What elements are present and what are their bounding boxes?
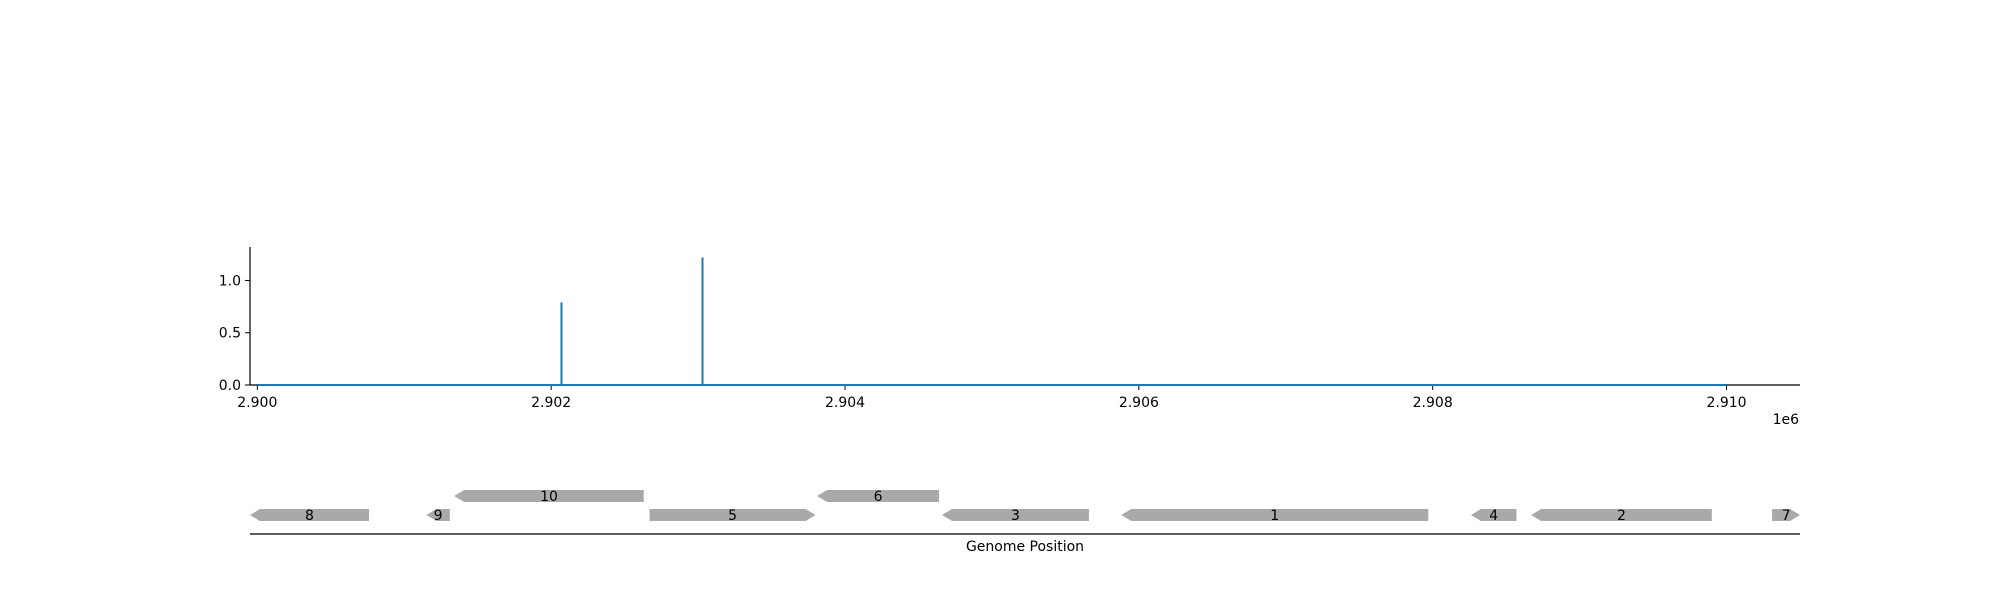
gene-feature-arrow — [1531, 509, 1712, 521]
gene-feature-label: 6 — [874, 489, 883, 505]
coverage-x-ticks: 2.900 2.902 2.904 2.906 2.908 2.910 — [237, 385, 1747, 411]
coverage-y-ticks: 0.0 0.5 1.0 — [219, 273, 250, 394]
gene-feature-arrow — [454, 490, 644, 502]
gene-feature-label: 1 — [1270, 508, 1279, 524]
y-tick-label: 0.5 — [219, 326, 241, 342]
x-tick-label: 2.906 — [1119, 395, 1159, 411]
x-tick-label: 2.904 — [825, 395, 865, 411]
gene-feature-label: 2 — [1617, 508, 1626, 524]
gene-track: 8 9 10 5 6 3 1 4 2 7 Genome Position — [250, 489, 1800, 555]
gene-feature-arrow — [1121, 509, 1429, 521]
gene-feature-arrow — [941, 509, 1089, 521]
x-offset-label: 1e6 — [1773, 412, 1800, 428]
gene-feature-label: 3 — [1011, 508, 1020, 524]
x-tick-label: 2.908 — [1413, 395, 1453, 411]
gene-feature-label: 7 — [1782, 508, 1791, 524]
gene-feature-arrow — [1470, 509, 1517, 521]
coverage-plot: 2.900 2.902 2.904 2.906 2.908 2.910 0.0 0.5 1.0… — [219, 247, 1800, 428]
gene-feature-arrow — [426, 509, 450, 521]
gene-feature-label: 8 — [305, 508, 314, 524]
coverage-series — [257, 257, 1727, 386]
gene-track-xlabel: Genome Position — [966, 539, 1084, 555]
x-tick-label: 2.900 — [237, 395, 277, 411]
gene-feature-arrow — [649, 509, 816, 521]
y-tick-label: 0.0 — [219, 378, 241, 394]
gene-feature-arrow — [817, 490, 940, 502]
gene-feature-label: 5 — [728, 508, 737, 524]
y-tick-label: 1.0 — [219, 273, 241, 289]
gene-feature-arrow — [250, 509, 370, 521]
x-tick-label: 2.910 — [1706, 395, 1746, 411]
gene-feature-arrow — [1772, 509, 1800, 521]
gene-feature-label: 9 — [434, 508, 443, 524]
x-tick-label: 2.902 — [531, 395, 571, 411]
gene-feature-label: 10 — [540, 489, 558, 505]
coverage-axes — [249, 247, 1800, 386]
gene-features: 8 9 10 5 6 3 1 4 2 7 — [250, 489, 1800, 524]
gene-feature-label: 4 — [1489, 508, 1498, 524]
